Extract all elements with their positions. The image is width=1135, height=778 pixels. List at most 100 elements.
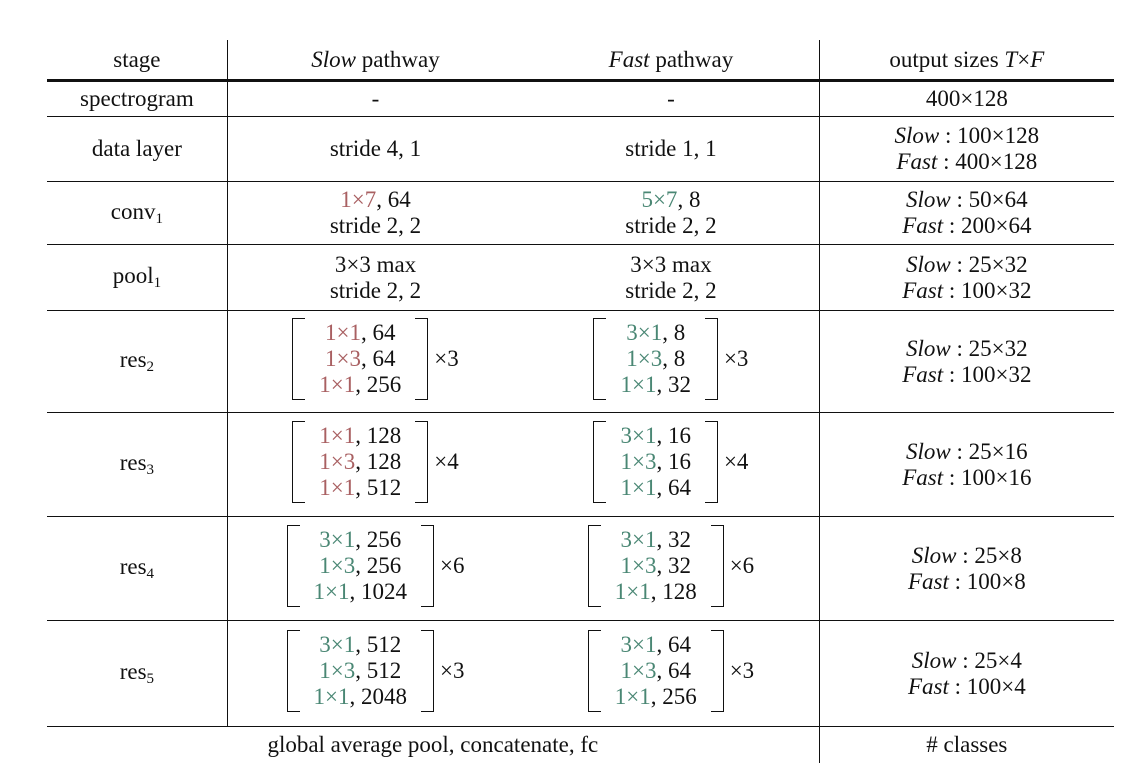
fast-channels: , 64	[656, 474, 691, 500]
output-slow-label: Slow	[911, 542, 957, 568]
output-cell: Slow : 25×4 Fast : 100×4	[819, 620, 1114, 727]
stage-name: res	[119, 659, 147, 684]
header-slow-em: Slow	[311, 46, 357, 72]
row-data-layer: data layer stride 4, 1 stride 1, 1 Slow …	[47, 116, 1114, 182]
output-fast-value: 100×32	[960, 277, 1032, 303]
fast-channels: , 128	[650, 578, 697, 604]
fast-kernel-line: 5×7, 8	[523, 187, 818, 213]
block-lines: 3×1, 256 1×3, 256 1×1, 1024	[300, 527, 421, 605]
output-slow-value: 25×32	[968, 335, 1028, 361]
left-bracket	[292, 317, 306, 400]
block-line: 1×1, 1024	[314, 579, 407, 605]
fast-cell: stride 1, 1	[523, 116, 820, 182]
block-line: 1×3, 16	[620, 449, 690, 475]
output-slow-line: Slow : 25×4	[820, 648, 1114, 674]
stage-name: pool	[112, 263, 154, 288]
block-line: 1×3, 8	[620, 346, 690, 372]
right-bracket	[421, 629, 434, 712]
output-slow-line: Slow : 25×32	[820, 252, 1114, 278]
output-slow-line: Slow : 25×16	[820, 439, 1114, 465]
header-output-F: F	[1030, 46, 1045, 72]
slow-kernel-line: 1×7, 64	[228, 187, 523, 213]
output-fast-value: 100×32	[960, 361, 1032, 387]
block-line: 3×1, 256	[314, 527, 407, 553]
fast-cell: 3×1, 16 1×3, 16 1×1, 64 ×4	[523, 412, 820, 517]
fast-cell: 3×1, 32 1×3, 32 1×1, 128 ×6	[523, 516, 820, 621]
block-lines: 3×1, 32 1×3, 32 1×1, 128	[601, 527, 711, 605]
fast-channels: , 64	[656, 631, 691, 657]
row-res2: res2 1×1, 64 1×3, 64 1×1, 256 ×3	[47, 310, 1114, 413]
block-multiplier: ×6	[729, 552, 755, 578]
stage-subscript: 1	[153, 275, 162, 291]
output-fast-line: Fast : 200×64	[820, 213, 1114, 239]
fast-pool-line: 3×3 max	[630, 251, 712, 277]
architecture-table: stage Slow pathway Fast pathway output s…	[47, 40, 1114, 763]
output-cell: Slow : 50×64 Fast : 200×64	[819, 181, 1114, 245]
slow-cell: stride 4, 1	[227, 116, 524, 182]
block-line: 1×3, 64	[319, 346, 401, 372]
slow-kernel: 1×1	[319, 422, 356, 448]
stage-subscript: 3	[146, 462, 155, 478]
slow-kernel: 1×3	[319, 448, 356, 474]
fast-channels: , 8	[677, 187, 701, 212]
row-res4: res4 3×1, 256 1×3, 256 1×1, 1024 ×6	[47, 516, 1114, 621]
block-multiplier: ×3	[723, 345, 749, 371]
right-bracket	[710, 629, 724, 712]
slow-cell: -	[227, 80, 524, 117]
fast-channels: , 16	[656, 422, 691, 448]
output-sep: :	[948, 673, 967, 699]
output-slow-label: Slow	[906, 438, 951, 464]
block-line: 1×1, 2048	[314, 684, 407, 710]
block-line: 1×1, 256	[319, 372, 401, 398]
output-fast-value: 100×16	[960, 464, 1032, 490]
stage-name: res	[119, 450, 147, 475]
fast-stride-line: stride 2, 2	[625, 277, 717, 303]
slow-cell: 1×1, 64 1×3, 64 1×1, 256 ×3	[227, 310, 524, 413]
block-line: 1×3, 512	[314, 658, 407, 684]
output-fast-value: 100×4	[966, 673, 1026, 699]
fast-kernel: 3×1	[626, 319, 663, 345]
slow-channels: , 2048	[349, 683, 408, 709]
slow-channels: , 64	[376, 187, 411, 212]
fast-block-matrix: 3×1, 8 1×3, 8 1×1, 32 ×3	[593, 317, 749, 400]
header-row: stage Slow pathway Fast pathway output s…	[47, 40, 1114, 82]
fast-block-matrix: 3×1, 64 1×3, 64 1×1, 256 ×3	[587, 629, 754, 712]
block-line: 1×3, 256	[314, 553, 407, 579]
fast-cell: 3×1, 64 1×3, 64 1×1, 256 ×3	[523, 620, 820, 727]
slow-kernel: 1×3	[319, 552, 356, 578]
slow-kernel: 3×1	[319, 631, 356, 657]
slow-kernel: 1×1	[325, 319, 361, 345]
output-sep: :	[943, 213, 961, 238]
fast-kernel: 1×1	[620, 371, 657, 397]
right-bracket	[704, 317, 718, 400]
output-sep: :	[943, 464, 961, 490]
fast-kernel: 5×7	[641, 187, 678, 212]
block-multiplier: ×4	[723, 448, 749, 474]
block-line: 1×1, 64	[319, 320, 401, 346]
output-fast-label: Fast	[902, 213, 944, 238]
output-sep: :	[943, 361, 961, 387]
slow-stride-line: stride 2, 2	[329, 213, 422, 238]
slow-channels: , 512	[355, 474, 402, 500]
output-fast-line: Fast : 100×32	[820, 362, 1114, 388]
block-lines: 3×1, 8 1×3, 8 1×1, 32	[606, 320, 704, 398]
slow-kernel: 1×7	[340, 187, 377, 212]
stage-name: res	[119, 347, 147, 372]
slow-block-matrix: 1×1, 64 1×3, 64 1×1, 256 ×3	[292, 317, 459, 400]
block-lines: 3×1, 16 1×3, 16 1×1, 64	[606, 423, 704, 501]
slow-kernel: 1×1	[319, 371, 356, 397]
output-cell: 400×128	[819, 80, 1114, 117]
output-fast-value: 200×64	[960, 213, 1032, 238]
stage-name: res	[119, 554, 147, 579]
output-sep: :	[937, 149, 956, 174]
slow-kernel: 1×1	[319, 474, 356, 500]
row-pool1: pool1 3×3 max stride 2, 2 3×3 max stride…	[47, 244, 1114, 311]
slow-kernel: 1×1	[313, 578, 350, 604]
slow-cell: 1×7, 64 stride 2, 2	[227, 181, 524, 245]
slow-channels: , 128	[355, 448, 402, 474]
output-fast-label: Fast	[907, 673, 949, 699]
block-multiplier: ×4	[434, 448, 459, 474]
header-fast-pathway: Fast pathway	[523, 40, 820, 82]
output-slow-value: 25×4	[974, 647, 1022, 673]
fast-channels: , 8	[662, 319, 686, 345]
